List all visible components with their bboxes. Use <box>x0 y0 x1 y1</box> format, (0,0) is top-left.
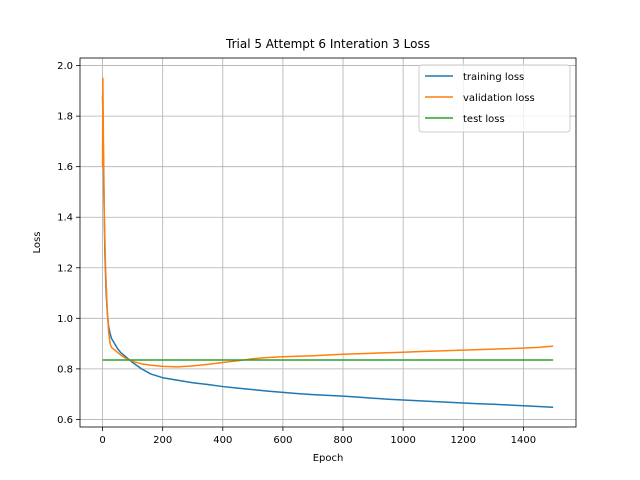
x-tick-label: 400 <box>213 435 232 446</box>
y-tick-label: 0.6 <box>57 415 73 426</box>
tick-layer: 0 200 400 600 800 1000 1200 1400 0.6 0.8 1.0 1.2 1.4… <box>57 61 536 446</box>
legend: training loss validation loss test loss <box>418 64 571 133</box>
series-layer <box>101 77 554 409</box>
y-tick-label: 1.4 <box>57 213 73 224</box>
chart-title: Trial 5 Attempt 6 Interation 3 Loss <box>225 37 430 51</box>
x-tick-label: 200 <box>153 435 172 446</box>
x-tick-label: 1000 <box>390 435 415 446</box>
x-tick-label: 600 <box>273 435 292 446</box>
y-tick-label: 1.6 <box>57 162 73 173</box>
y-axis-label: Loss <box>32 232 43 254</box>
legend-box <box>418 64 571 133</box>
y-tick-label: 1.0 <box>57 314 73 325</box>
plot-frame <box>79 57 577 428</box>
y-tick-label: 2.0 <box>57 61 73 72</box>
y-tick-label: 1.8 <box>57 112 73 123</box>
x-tick-label: 1200 <box>451 435 476 446</box>
axes-frame <box>79 57 577 428</box>
legend-label: training loss <box>463 72 524 83</box>
grid <box>80 58 576 427</box>
legend-label: test loss <box>463 114 505 125</box>
x-axis-label: Epoch <box>313 453 344 464</box>
y-tick-label: 0.8 <box>57 364 73 375</box>
x-tick-label: 0 <box>99 435 105 446</box>
legend-label: validation loss <box>463 93 535 104</box>
x-tick-label: 800 <box>333 435 352 446</box>
x-tick-label: 1400 <box>511 435 536 446</box>
series-line-1 <box>101 77 554 368</box>
y-tick-label: 1.2 <box>57 263 73 274</box>
series-line-0 <box>101 95 554 409</box>
